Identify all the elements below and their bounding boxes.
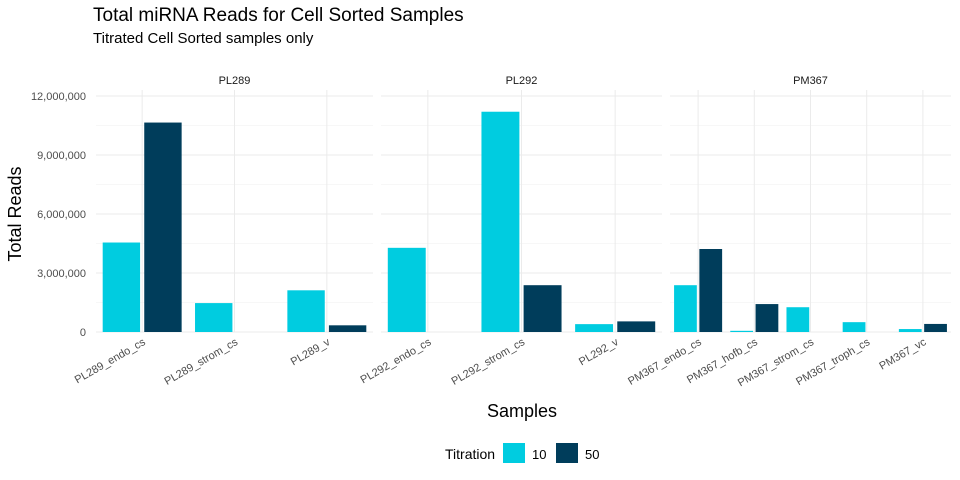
- bar-pm367_strom_cs-10: [786, 307, 810, 332]
- bar-pl292_strom_cs-10: [481, 111, 520, 332]
- legend-key-50: [556, 443, 578, 463]
- bar-pm367_hofb_cs-10: [730, 330, 754, 332]
- y-tick-label: 0: [80, 327, 86, 339]
- chart-subtitle: Titrated Cell Sorted samples only: [93, 30, 314, 47]
- y-tick-label: 3,000,000: [37, 268, 86, 280]
- bar-pm367_hofb_cs-50: [755, 304, 779, 332]
- facet-label: PL289: [219, 75, 251, 87]
- legend-label-50: 50: [585, 447, 599, 462]
- x-tick-label: PM367_vc: [877, 336, 928, 373]
- y-tick-label: 6,000,000: [37, 209, 86, 221]
- y-tick-label: 9,000,000: [37, 150, 86, 162]
- y-tick-label: 12,000,000: [31, 91, 86, 103]
- bar-pl289_endo_cs-50: [144, 122, 182, 332]
- x-axis-title: Samples: [487, 401, 557, 421]
- bar-pl289_endo_cs-10: [102, 242, 141, 332]
- bar-pm367_vc-10: [898, 329, 922, 332]
- bar-pl289_v-10: [287, 290, 325, 332]
- facet-panel-pl292: PL292 PL292_endo_cs PL292_strom_cs PL292_v: [358, 75, 662, 388]
- facet-label: PM367: [793, 75, 828, 87]
- bar-pm367_vc-50: [924, 323, 947, 332]
- legend-title: Titration: [445, 446, 495, 462]
- bar-pm367_endo_cs-50: [699, 249, 723, 332]
- bar-pl289_strom_cs-10: [195, 303, 233, 332]
- bar-pl292_v-10: [575, 324, 614, 332]
- legend-label-10: 10: [532, 447, 546, 462]
- x-tick-label: PL289_endo_cs: [73, 336, 148, 386]
- bar-pl292_strom_cs-50: [523, 285, 562, 332]
- plot-area: 03,000,0006,000,0009,000,00012,000,000PL…: [31, 75, 951, 389]
- bar-pm367_endo_cs-10: [674, 285, 697, 332]
- facet-label: PL292: [506, 75, 538, 87]
- x-tick-label: PL292_endo_cs: [358, 336, 433, 386]
- x-tick-label: PL289_strom_cs: [163, 336, 241, 388]
- bar-pl289_v-50: [328, 325, 367, 332]
- bar-pl292_endo_cs-10: [387, 247, 426, 332]
- y-axis-title: Total Reads: [5, 166, 25, 261]
- chart-title: Total miRNA Reads for Cell Sorted Sample…: [93, 5, 464, 26]
- legend: Titration 10 50: [445, 443, 599, 463]
- facet-panel-pl289: PL289 PL289_endo_cs PL289_strom_cs PL289_v: [73, 75, 373, 388]
- bar-pl292_v-50: [617, 321, 656, 332]
- facet-panel-pm367: PM367PM367_endo_csPM367_hofb_csPM367_str…: [626, 75, 951, 389]
- bar-pm367_troph_cs-10: [842, 322, 866, 332]
- x-tick-label: PL292_strom_cs: [450, 336, 528, 388]
- legend-key-10: [503, 443, 525, 463]
- x-tick-label: PL289_v: [289, 336, 333, 368]
- x-tick-label: PL292_v: [577, 336, 621, 368]
